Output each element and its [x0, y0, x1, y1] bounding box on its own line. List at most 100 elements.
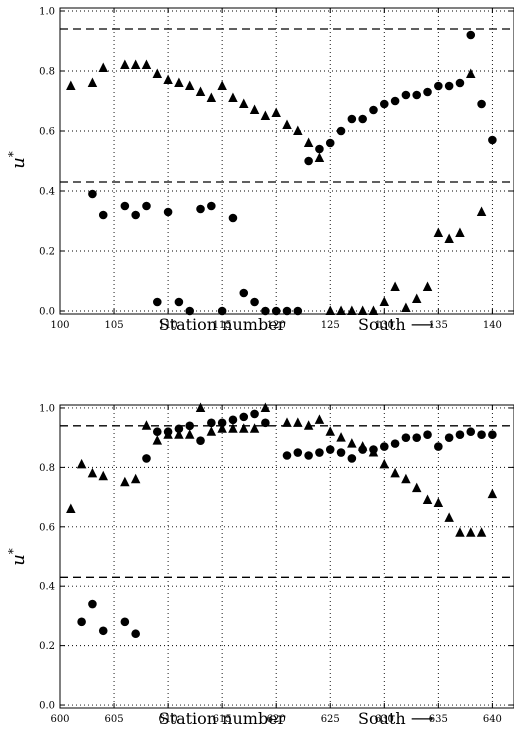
x-tick-label: 125 [321, 320, 340, 331]
circle-point [98, 626, 108, 636]
circle-point [120, 201, 130, 211]
x-tick-label: 635 [429, 714, 448, 725]
y-axis-label-base: u [8, 157, 29, 169]
circle-point [434, 442, 443, 451]
circle-point [444, 81, 454, 91]
triangle-point [66, 80, 76, 90]
triangle-point [228, 423, 238, 433]
circle-point [185, 421, 195, 431]
triangle-point [282, 417, 292, 427]
triangle-point [174, 77, 184, 87]
triangle-point [444, 512, 454, 522]
circle-point [163, 427, 173, 437]
triangle-point [325, 426, 335, 436]
circle-point [477, 430, 486, 440]
circle-point [423, 430, 432, 440]
circle-point [444, 433, 454, 442]
triangle-point [260, 402, 271, 412]
circle-point [379, 99, 389, 109]
triangle-point [120, 59, 130, 69]
triangle-point [379, 296, 390, 306]
circle-point [239, 412, 249, 422]
triangle-point [455, 527, 465, 537]
triangle-point [466, 527, 476, 537]
triangle-point [195, 86, 206, 96]
x-tick-label: 120 [267, 320, 286, 331]
triangle-point [217, 80, 227, 90]
triangle-point [184, 429, 195, 439]
triangle-point [195, 402, 206, 412]
triangle-point [174, 429, 184, 439]
circle-point [369, 445, 378, 454]
circle-point [477, 99, 486, 109]
y-axis-label: u* [6, 151, 29, 169]
x-tick-label: 110 [159, 320, 178, 331]
circle-point [293, 448, 303, 457]
circle-point [142, 454, 151, 463]
y-tick-label: 0.6 [39, 127, 55, 138]
triangle-point [336, 432, 346, 442]
triangle-point [411, 482, 422, 493]
triangle-point [130, 59, 141, 69]
circle-point [379, 442, 389, 451]
triangle-point [368, 305, 379, 315]
triangle-point [271, 107, 281, 117]
triangle-point [98, 62, 108, 72]
triangle-point [390, 467, 400, 478]
triangle-point [87, 77, 98, 87]
x-tick-label: 135 [429, 320, 448, 331]
triangle-point [249, 423, 260, 433]
circle-point [369, 105, 378, 115]
circle-point [455, 78, 465, 88]
triangle-point [152, 68, 163, 78]
triangle-point [206, 92, 217, 102]
circle-point [325, 445, 335, 454]
triangle-point [401, 473, 411, 484]
circle-point [88, 599, 97, 609]
circle-point [217, 418, 227, 428]
triangle-point [120, 476, 130, 487]
x-tick-label: 105 [105, 320, 124, 331]
triangle-point [141, 59, 152, 69]
circle-point [358, 114, 367, 124]
y-tick-label: 0.2 [39, 641, 55, 652]
circle-point [293, 306, 303, 316]
triangle-point [476, 206, 487, 216]
triangle-point [303, 420, 314, 430]
circle-point [131, 210, 140, 220]
circle-point [315, 448, 324, 457]
triangle-point [206, 426, 217, 436]
bottom-panel: 600 605 610 615 620 625 630 635 640 0.0 0.2 0.4 0.6 0… [6, 402, 514, 728]
circle-point [142, 201, 151, 211]
circle-point [488, 430, 497, 440]
triangle-point [303, 137, 314, 147]
circle-point [412, 90, 422, 100]
triangle-point [455, 227, 465, 237]
x-tick-label: 115 [213, 320, 232, 331]
triangle-point [260, 110, 271, 120]
circle-point [325, 138, 335, 148]
triangle-point [98, 470, 108, 481]
y-tick-label: 0.8 [39, 463, 55, 474]
triangle-point [347, 438, 357, 448]
circle-point [152, 427, 162, 437]
circle-point [423, 87, 432, 97]
plot-frame [59, 404, 514, 709]
x-tick-label: 630 [375, 714, 394, 725]
triangle-point [422, 494, 433, 505]
triangle-point [357, 305, 368, 315]
circle-point [120, 617, 130, 627]
triangle-point [476, 527, 487, 537]
triangle-point [379, 458, 390, 469]
circle-point [466, 427, 476, 437]
circle-point [455, 430, 465, 440]
circle-point [207, 201, 216, 211]
triangle-point [487, 488, 498, 499]
circle-point [163, 207, 173, 217]
triangle-point [76, 458, 87, 469]
triangle-point [66, 503, 76, 513]
x-tick-label: 615 [213, 714, 232, 725]
circle-point [261, 306, 270, 316]
circle-point [250, 297, 259, 307]
circle-point [196, 436, 205, 445]
